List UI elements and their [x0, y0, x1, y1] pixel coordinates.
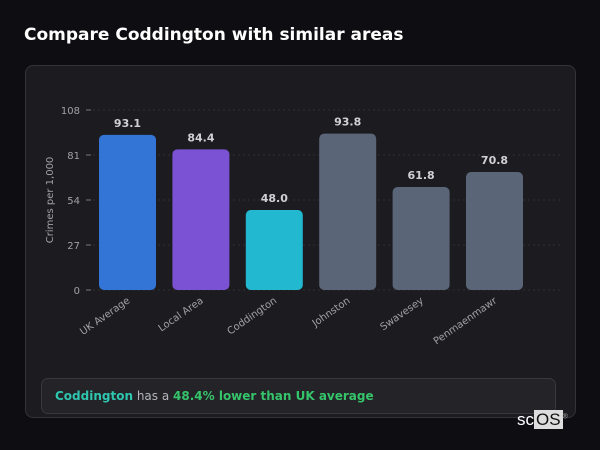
bar[interactable] — [245, 210, 303, 290]
area-name: Coddington — [55, 389, 133, 403]
comparison-summary: Coddington has a 48.4% lower than UK ave… — [41, 378, 556, 414]
summary-text: has a — [133, 389, 174, 403]
data-label: 93.8 — [334, 116, 361, 129]
y-tick-label: 27 — [67, 241, 80, 252]
data-label: 70.8 — [481, 154, 508, 167]
x-tick-label: Penmaenmawr — [432, 295, 500, 347]
y-axis-label: Crimes per 1,000 — [45, 157, 56, 244]
bar[interactable] — [392, 187, 450, 290]
comparison-value: 48.4% lower than UK average — [173, 389, 374, 403]
y-tick-label: 54 — [67, 196, 80, 207]
page-title: Compare Coddington with similar areas — [24, 25, 404, 45]
x-tick-label: Coddington — [225, 295, 279, 337]
y-tick-label: 81 — [67, 151, 80, 162]
bar[interactable] — [319, 133, 377, 290]
data-label: 48.0 — [261, 192, 288, 205]
x-tick-label: UK Average — [78, 295, 132, 337]
y-tick-label: 0 — [74, 286, 80, 297]
y-tick-label: 108 — [61, 106, 80, 117]
x-tick-label: Local Area — [157, 295, 206, 334]
x-tick-label: Johnston — [310, 295, 353, 329]
bar[interactable] — [99, 134, 156, 290]
bar[interactable] — [466, 172, 523, 290]
bar[interactable] — [172, 149, 230, 290]
data-label: 61.8 — [408, 169, 435, 182]
data-label: 93.1 — [114, 117, 141, 130]
scos-logo: sc OS ® — [517, 410, 568, 429]
x-tick-label: Swavesey — [379, 295, 426, 333]
data-label: 84.4 — [187, 131, 214, 144]
